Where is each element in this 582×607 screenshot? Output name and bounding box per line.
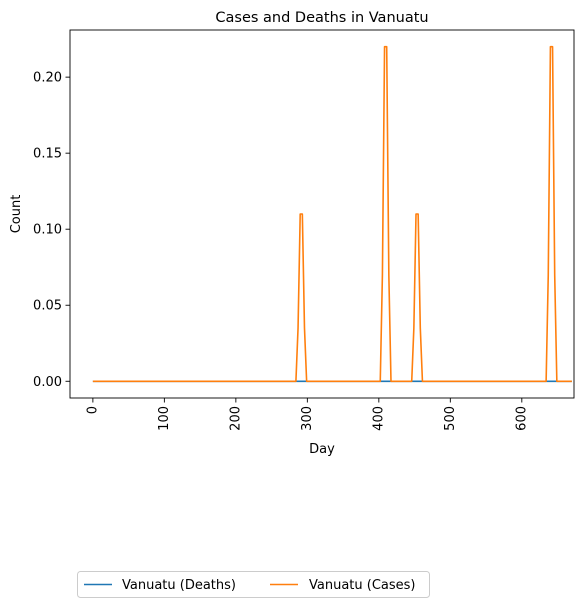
x-tick-label: 100 <box>157 406 172 431</box>
legend: Vanuatu (Deaths) Vanuatu (Cases) <box>77 571 430 598</box>
x-tick-label: 0 <box>85 406 100 414</box>
y-tick-label: 0.20 <box>33 71 62 86</box>
x-tick-label: 500 <box>443 406 458 431</box>
legend-label-deaths: Vanuatu (Deaths) <box>122 578 236 593</box>
series-line-cases <box>92 45 572 383</box>
x-tick-label: 400 <box>371 406 386 431</box>
x-axis-label: Day <box>309 442 335 457</box>
y-tick-label: 0.00 <box>33 375 62 390</box>
plot-frame <box>69 29 575 399</box>
y-tick-label: 0.10 <box>33 223 62 238</box>
x-tick-label: 300 <box>300 406 315 431</box>
x-tick-label: 600 <box>514 406 529 431</box>
legend-label-cases: Vanuatu (Cases) <box>309 578 416 593</box>
x-tick-label: 200 <box>228 406 243 431</box>
x-axis: 0100200300400500600700 <box>85 398 529 431</box>
plot-area <box>69 29 575 399</box>
y-tick-label: 0.05 <box>33 299 62 314</box>
y-axis-label: Count <box>9 195 24 234</box>
legend-box <box>77 571 430 598</box>
y-tick-label: 0.15 <box>33 147 62 162</box>
chart-title: Cases and Deaths in Vanuatu <box>215 10 428 26</box>
y-axis: 0.00 0.05 0.10 0.15 0.20 <box>33 71 70 390</box>
